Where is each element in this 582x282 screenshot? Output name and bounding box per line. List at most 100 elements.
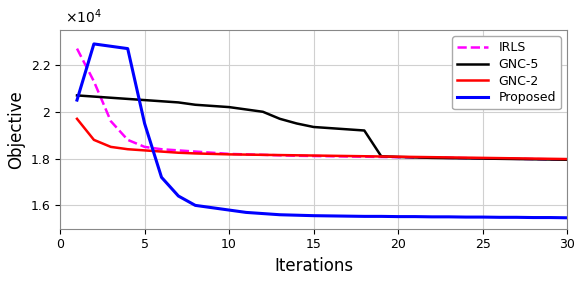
IRLS <box>428 156 435 159</box>
IRLS <box>175 149 182 152</box>
IRLS <box>462 157 469 160</box>
GNC-5 <box>260 110 267 113</box>
GNC-5 <box>175 101 182 104</box>
GNC-2 <box>209 152 216 156</box>
GNC-5 <box>445 157 452 160</box>
GNC-2 <box>361 155 368 158</box>
GNC-5 <box>479 157 486 160</box>
IRLS <box>445 156 452 160</box>
Proposed <box>530 216 537 219</box>
GNC-5 <box>141 98 148 102</box>
IRLS <box>192 150 199 153</box>
GNC-2 <box>243 153 250 156</box>
Proposed <box>361 215 368 218</box>
IRLS <box>124 138 131 142</box>
IRLS <box>361 155 368 158</box>
GNC-2 <box>107 145 114 149</box>
GNC-5 <box>243 108 250 111</box>
IRLS <box>209 151 216 155</box>
GNC-5 <box>344 128 351 131</box>
IRLS <box>260 153 267 157</box>
GNC-5 <box>90 95 97 98</box>
GNC-5 <box>428 156 435 160</box>
Legend: IRLS, GNC-5, GNC-2, Proposed: IRLS, GNC-5, GNC-2, Proposed <box>452 36 561 109</box>
IRLS <box>243 153 250 156</box>
Proposed <box>479 215 486 219</box>
GNC-5 <box>496 157 503 160</box>
GNC-2 <box>428 155 435 159</box>
GNC-5 <box>158 100 165 103</box>
Proposed <box>445 215 452 219</box>
GNC-2 <box>73 117 80 120</box>
GNC-5 <box>276 117 283 120</box>
IRLS <box>73 47 80 50</box>
Line: IRLS: IRLS <box>77 49 567 160</box>
Proposed <box>310 214 317 217</box>
GNC-2 <box>462 156 469 159</box>
GNC-5 <box>513 157 520 161</box>
Proposed <box>73 98 80 102</box>
GNC-5 <box>530 158 537 161</box>
GNC-5 <box>546 158 553 161</box>
GNC-2 <box>260 153 267 157</box>
GNC-5 <box>293 122 300 125</box>
IRLS <box>107 120 114 123</box>
GNC-2 <box>479 156 486 160</box>
IRLS <box>563 158 570 161</box>
Proposed <box>546 216 553 219</box>
IRLS <box>411 156 418 159</box>
GNC-2 <box>158 150 165 153</box>
GNC-5 <box>192 103 199 107</box>
GNC-2 <box>90 138 97 142</box>
IRLS <box>496 157 503 160</box>
IRLS <box>546 158 553 161</box>
IRLS <box>479 157 486 160</box>
GNC-5 <box>310 125 317 129</box>
GNC-5 <box>395 155 402 159</box>
GNC-2 <box>378 155 385 158</box>
Proposed <box>563 216 570 219</box>
Proposed <box>226 208 233 212</box>
Line: GNC-5: GNC-5 <box>77 95 567 160</box>
GNC-5 <box>327 126 334 130</box>
IRLS <box>90 80 97 83</box>
Proposed <box>462 215 469 219</box>
GNC-2 <box>445 156 452 159</box>
Proposed <box>107 45 114 48</box>
IRLS <box>530 157 537 161</box>
Proposed <box>395 215 402 218</box>
GNC-5 <box>563 158 570 161</box>
IRLS <box>226 152 233 156</box>
GNC-2 <box>496 157 503 160</box>
Proposed <box>378 215 385 218</box>
GNC-2 <box>192 152 199 155</box>
Proposed <box>411 215 418 218</box>
GNC-2 <box>175 151 182 155</box>
Proposed <box>327 214 334 218</box>
GNC-2 <box>124 147 131 151</box>
GNC-5 <box>411 156 418 159</box>
GNC-5 <box>209 104 216 108</box>
IRLS <box>310 154 317 158</box>
GNC-5 <box>462 157 469 160</box>
Y-axis label: Objective: Objective <box>7 90 25 169</box>
GNC-2 <box>344 154 351 158</box>
Proposed <box>175 194 182 198</box>
Proposed <box>276 213 283 216</box>
X-axis label: Iterations: Iterations <box>274 257 353 275</box>
Proposed <box>513 216 520 219</box>
GNC-5 <box>361 129 368 132</box>
GNC-2 <box>395 155 402 158</box>
Proposed <box>141 122 148 125</box>
GNC-2 <box>411 155 418 159</box>
GNC-2 <box>141 149 148 152</box>
Proposed <box>344 214 351 218</box>
GNC-2 <box>563 157 570 161</box>
Proposed <box>496 216 503 219</box>
GNC-5 <box>124 97 131 101</box>
GNC-2 <box>530 157 537 160</box>
IRLS <box>276 154 283 157</box>
IRLS <box>395 155 402 159</box>
Proposed <box>209 206 216 210</box>
Proposed <box>293 213 300 217</box>
